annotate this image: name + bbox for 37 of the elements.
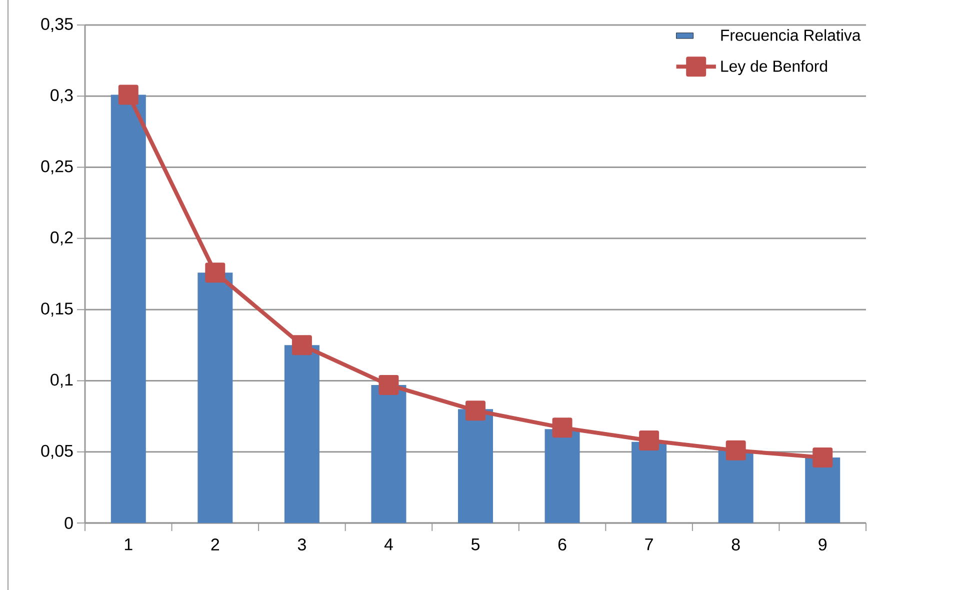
bar (198, 272, 233, 523)
bar (110, 94, 146, 523)
bar (805, 458, 840, 523)
point (726, 440, 746, 460)
point (812, 448, 833, 468)
y-tick-label: 0,2 (50, 231, 73, 246)
y-tick-label: 0 (64, 517, 73, 529)
x-tick-label: 8 (732, 538, 740, 551)
point (639, 430, 660, 450)
x-tick-label: 7 (645, 538, 653, 550)
y-tick-label: 0,15 (41, 302, 73, 317)
point (118, 84, 138, 105)
x-tick-label: 6 (558, 538, 566, 551)
y-tick-label: 0,3 (50, 89, 73, 104)
y-tick-label: 0,25 (41, 160, 73, 174)
bar (544, 429, 580, 523)
bar (718, 450, 754, 523)
y-tick-label: 0,05 (41, 444, 73, 459)
bar (284, 345, 320, 523)
point (205, 262, 226, 283)
point (466, 400, 486, 421)
legend-label: Ley de Benford (721, 60, 828, 76)
point (292, 335, 312, 356)
x-tick-label: 3 (298, 538, 306, 551)
y-tick-label: 0,1 (50, 374, 73, 388)
x-tick-label: 2 (211, 538, 220, 550)
legend-label: Frecuencia Relativa (721, 29, 861, 41)
bar (632, 442, 667, 523)
x-tick-label: 1 (124, 538, 132, 550)
point (552, 418, 572, 438)
bar (458, 409, 493, 523)
x-tick-label: 9 (818, 538, 827, 551)
x-tick-label: 4 (384, 538, 393, 550)
x-tick-label: 5 (471, 538, 480, 550)
bar (371, 384, 406, 523)
y-tick-label: 0,35 (41, 18, 73, 32)
point (378, 374, 399, 395)
